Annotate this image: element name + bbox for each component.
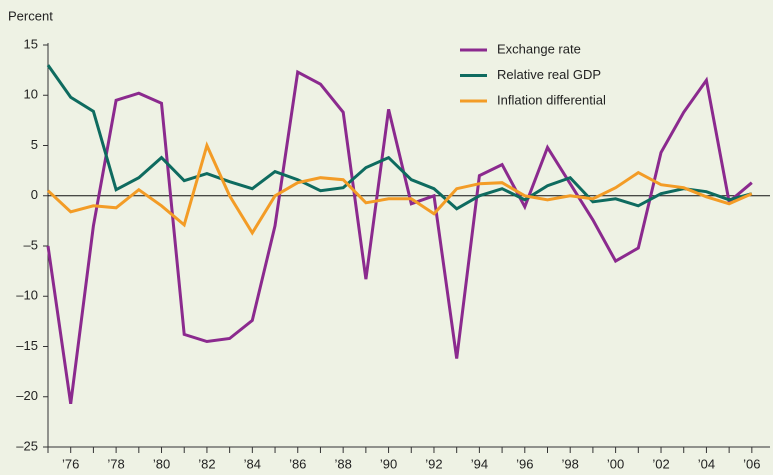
y-tick-label: 15 [24,36,38,51]
x-tick-label: ’00 [607,456,624,471]
y-tick-label: 5 [31,137,38,152]
x-tick-label: ’98 [562,456,579,471]
x-tick-label: ’94 [471,456,488,471]
x-tick-label: ’82 [198,456,215,471]
y-tick-label: –10 [16,288,38,303]
series-line [46,141,753,236]
legend-label: Inflation differential [497,92,606,107]
x-tick-label: ’90 [380,456,397,471]
y-tick-label: –20 [16,388,38,403]
x-tick-label: ’80 [153,456,170,471]
y-tick-label: 10 [24,87,38,102]
y-tick-label: –15 [16,338,38,353]
x-tick-label: ’06 [743,456,760,471]
x-tick-label: ’78 [107,456,124,471]
x-tick-label: ’76 [62,456,79,471]
x-tick-label: ’02 [652,456,669,471]
x-tick-label: ’88 [334,456,351,471]
series-line [46,69,753,405]
y-tick-label: –25 [16,438,38,453]
x-tick-label: ’86 [289,456,306,471]
y-axis-label: Percent [8,8,53,23]
legend-label: Relative real GDP [497,67,601,82]
y-tick-label: 0 [31,187,38,202]
series-line [46,64,753,211]
y-tick-label: –5 [24,237,38,252]
x-tick-label: ’84 [244,456,261,471]
legend-label: Exchange rate [497,41,581,56]
x-tick-label: ’04 [698,456,715,471]
x-tick-label: ’92 [425,456,442,471]
x-tick-label: ’96 [516,456,533,471]
